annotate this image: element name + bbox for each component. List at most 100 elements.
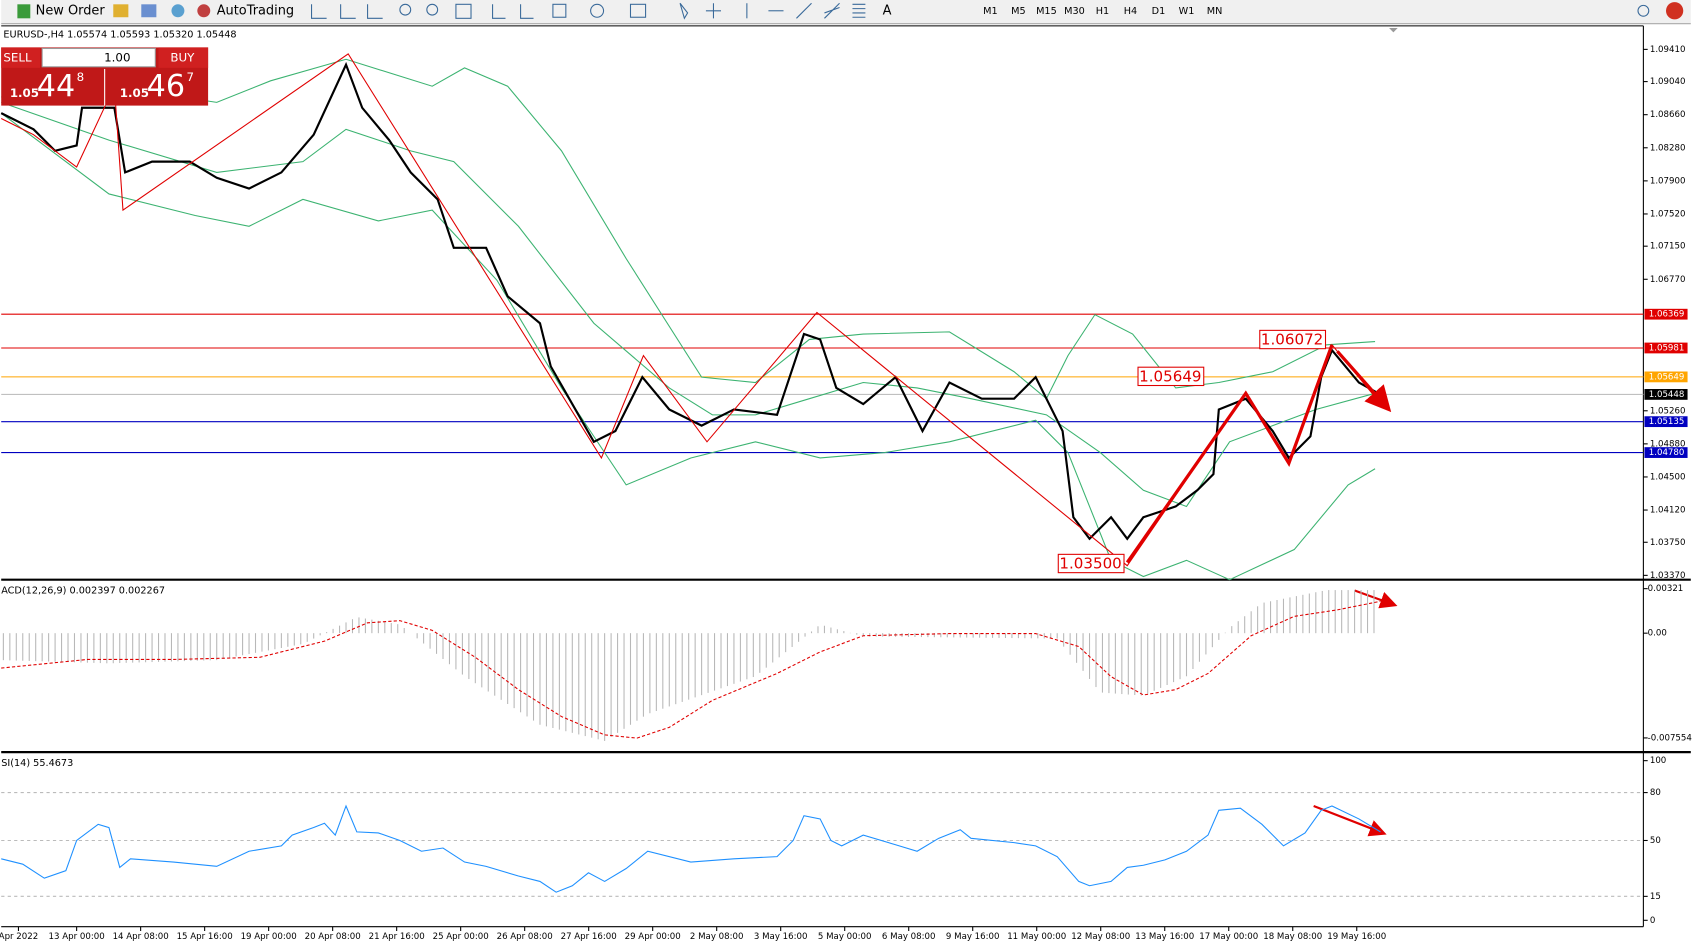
date-label: 26 Apr 08:00: [497, 932, 553, 942]
date-label: 11 May 00:00: [1007, 932, 1066, 942]
trend-arrows: [1125, 344, 1398, 837]
toolbar: [1, 0, 1691, 24]
date-label: 14 Apr 08:00: [113, 932, 169, 942]
timeframe-button[interactable]: M15: [1036, 6, 1057, 17]
date-label: 13 May 16:00: [1135, 932, 1194, 942]
date-label: 13 Apr 00:00: [49, 932, 105, 942]
buy-button[interactable]: [158, 47, 209, 68]
annotation-label: 1.05649: [1139, 367, 1201, 385]
rsi-tick-label: 0: [1650, 916, 1655, 926]
price-tick-label: 1.04500: [1650, 472, 1686, 482]
level-label: 1.05981: [1649, 343, 1685, 353]
date-label: 3 May 16:00: [754, 932, 808, 942]
date-label: 29 Apr 00:00: [625, 932, 681, 942]
new-order-button[interactable]: New Order: [17, 3, 105, 19]
level-tag: [1644, 342, 1688, 354]
macd-tick-label: 0.00: [1648, 629, 1667, 639]
rsi-label: SI(14) 55.4673: [1, 758, 73, 769]
sell-button[interactable]: [1, 47, 41, 68]
notification-badge[interactable]: [1666, 2, 1684, 20]
annotation-box: [1137, 366, 1205, 387]
timeframe-button[interactable]: M30: [1064, 6, 1085, 17]
buy-label: BUY: [170, 51, 195, 65]
level-tag: [1644, 308, 1688, 320]
sell-label: SELL: [3, 51, 32, 65]
annotation-label: 1.03500: [1059, 555, 1121, 573]
price-tick-label: 1.04880: [1650, 439, 1686, 449]
icon[interactable]: [113, 4, 129, 18]
macd-label: ACD(12,26,9) 0.002397 0.002267: [1, 585, 165, 596]
timeframe-button[interactable]: M5: [1011, 6, 1026, 17]
price-tick-label: 1.09040: [1650, 77, 1686, 87]
date-label: 9 May 16:00: [946, 932, 1000, 942]
timeframes: M1 M5 M15 M30 H1 H4 D1 W1 MN: [983, 6, 1222, 17]
date-label: 19 May 16:00: [1327, 932, 1386, 942]
date-label: 19 Apr 00:00: [241, 932, 297, 942]
date-label: Apr 2022: [0, 932, 38, 942]
price-tick-label: 1.03750: [1650, 538, 1686, 548]
price-tick-label: 1.07520: [1650, 209, 1686, 219]
chart-header: EURUSD-,H4 1.05574 1.05593 1.05320 1.054…: [3, 29, 236, 40]
timeframe-button[interactable]: MN: [1207, 6, 1223, 17]
price-tick-label: 1.07900: [1650, 176, 1686, 186]
level-tag: [1644, 416, 1688, 428]
price-tick-label: 1.07150: [1650, 242, 1686, 252]
rsi-axis: 100 80 50 15 0: [1, 756, 1666, 926]
timeframe-button[interactable]: W1: [1179, 6, 1195, 17]
level-label: 1.05448: [1649, 390, 1685, 400]
timeframe-button[interactable]: H1: [1096, 6, 1109, 17]
annotation-box: [1259, 329, 1327, 350]
rsi-tick-label: 80: [1650, 788, 1661, 798]
macd-tick-label: -0.007554: [1648, 733, 1692, 743]
volume: 1.00: [104, 51, 130, 65]
level-label: 1.05135: [1649, 417, 1685, 427]
level-label: 1.06369: [1649, 310, 1685, 320]
levels: 1.06369 1.05981 1.05649 1.05448 1.05135 1.047…: [1, 308, 1688, 458]
autotrading-label: AutoTrading: [217, 3, 294, 18]
date-label: 15 Apr 16:00: [177, 932, 233, 942]
volume-input[interactable]: [41, 47, 156, 68]
date-label: 27 Apr 16:00: [561, 932, 617, 942]
bid-big: 1.05: [10, 86, 39, 100]
bid-pips: 44: [37, 69, 75, 104]
price-tick-label: 1.08280: [1650, 143, 1686, 153]
bid-frac: 8: [77, 70, 85, 84]
date-label: 21 Apr 16:00: [369, 932, 425, 942]
price-tick-label: 1.08660: [1650, 110, 1686, 120]
rsi-tick-label: 15: [1650, 892, 1661, 902]
autotrading-button[interactable]: AutoTrading: [197, 3, 294, 18]
rsi-tick-label: 50: [1650, 836, 1661, 846]
price-tick-label: 1.05260: [1650, 406, 1686, 416]
date-label: 12 May 08:00: [1071, 932, 1130, 942]
ask-pips: 46: [147, 69, 185, 104]
toolbar-icons[interactable]: [311, 2, 866, 20]
text-tool[interactable]: A: [883, 3, 892, 18]
date-label: 20 Apr 08:00: [305, 932, 361, 942]
one-click-panel: SELL 1.00 BUY 1.05 44 8 1.05 46 7: [1, 47, 209, 106]
timeframe-button[interactable]: M1: [983, 6, 998, 17]
date-label: 17 May 00:00: [1199, 932, 1258, 942]
level-tag: [1644, 447, 1688, 458]
time-axis: Apr 2022 13 Apr 00:00 14 Apr 08:00 15 Apr 1…: [0, 926, 1386, 942]
macd-tick-label: 0.00321: [1648, 584, 1684, 594]
annotation-label: 1.06072: [1261, 331, 1323, 349]
rsi-line: [1, 804, 1381, 893]
bollinger-bands: [0, 58, 1376, 581]
icon[interactable]: [141, 4, 157, 18]
level-label: 1.05649: [1649, 372, 1685, 382]
timeframe-button[interactable]: H4: [1124, 6, 1137, 17]
date-label: 25 Apr 00:00: [433, 932, 489, 942]
date-label: 18 May 08:00: [1263, 932, 1322, 942]
macd-axis: 0.00321 0.00 -0.007554: [1643, 584, 1692, 743]
ask-frac: 7: [187, 70, 195, 84]
search-icon[interactable]: [1637, 4, 1650, 17]
price-line: [0, 61, 1379, 541]
timeframe-button[interactable]: D1: [1152, 6, 1166, 17]
level-tag: [1644, 371, 1688, 383]
date-label: 6 May 08:00: [882, 932, 936, 942]
price-tick-label: 1.09410: [1650, 45, 1686, 55]
annotations: 1.06072 1.05649 1.03500: [1057, 329, 1327, 574]
price-tick-label: 1.06770: [1650, 275, 1686, 285]
icon[interactable]: [171, 4, 185, 18]
